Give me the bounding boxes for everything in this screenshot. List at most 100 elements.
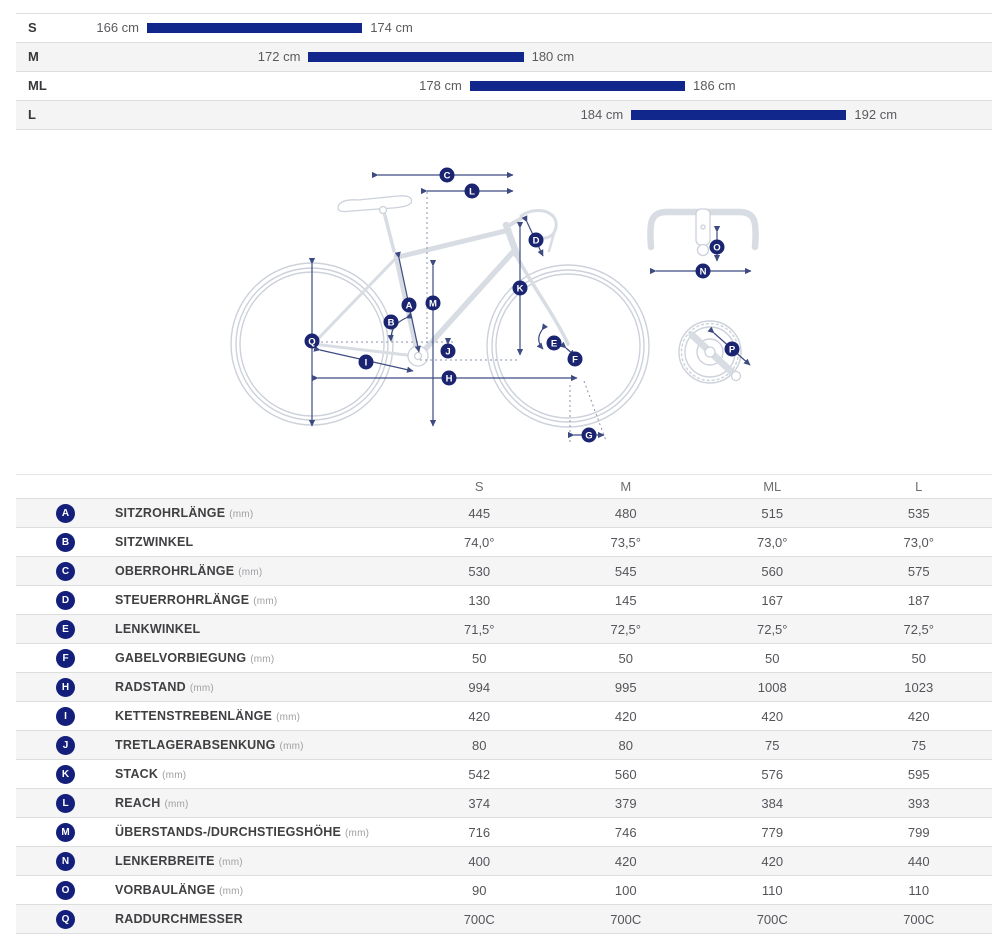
- value-l: 393: [907, 795, 930, 811]
- row-badge-cell: Q: [16, 909, 115, 929]
- value-ml: 420: [761, 708, 784, 724]
- measure-badge-i: I: [358, 354, 374, 370]
- row-label-cell: SITZWINKEL: [115, 535, 406, 549]
- value-m: 480: [614, 505, 637, 521]
- table-row-k: K STACK (mm) 542 560 576 595: [16, 759, 992, 788]
- value-l: 187: [907, 592, 930, 608]
- measure-badge-e: E: [546, 335, 562, 351]
- row-label-cell: LENKWINKEL: [115, 622, 406, 636]
- row-letter-badge: O: [56, 880, 75, 900]
- measure-unit: (mm): [219, 886, 244, 897]
- row-label-cell: STACK (mm): [115, 767, 406, 781]
- value-ml: 110: [761, 882, 783, 898]
- value-ml: 73,0°: [756, 534, 788, 550]
- measure-badge-j: J: [440, 343, 456, 359]
- row-letter-badge: I: [56, 706, 75, 726]
- row-badge-cell: E: [16, 619, 115, 639]
- value-ml: 167: [761, 592, 784, 608]
- row-badge-cell: A: [16, 503, 115, 523]
- handlebar-top-view: [647, 208, 759, 257]
- value-m: 700C: [610, 911, 642, 927]
- value-ml: 1008: [757, 679, 787, 695]
- svg-text:H: H: [446, 374, 453, 385]
- svg-text:L: L: [469, 187, 475, 198]
- value-l: 575: [907, 563, 930, 579]
- measure-unit: (mm): [238, 567, 263, 578]
- measure-badge-l: L: [464, 183, 480, 199]
- measure-name: STACK: [115, 767, 159, 781]
- value-m: 560: [614, 766, 637, 782]
- row-badge-cell: C: [16, 561, 115, 581]
- svg-text:D: D: [533, 236, 540, 247]
- height-min-label: 166 cm: [96, 20, 139, 35]
- height-min-label: 172 cm: [257, 49, 301, 64]
- svg-text:M: M: [429, 299, 437, 310]
- value-ml: 560: [761, 563, 784, 579]
- row-label-cell: OBERROHRLÄNGE (mm): [115, 564, 406, 578]
- height-min-label: 178 cm: [419, 78, 462, 93]
- measure-name: TRETLAGERABSENKUNG: [115, 738, 276, 752]
- height-range-bar: [147, 23, 363, 33]
- value-l: 440: [907, 853, 930, 869]
- row-label-cell: TRETLAGERABSENKUNG (mm): [115, 738, 406, 752]
- table-row-e: E LENKWINKEL 71,5° 72,5° 72,5° 72,5°: [16, 614, 992, 643]
- row-label-cell: RADDURCHMESSER: [115, 912, 406, 926]
- measure-name: LENKWINKEL: [115, 622, 201, 636]
- size-row-ml: ML 178 cm 186 cm: [16, 71, 992, 100]
- row-letter-badge: N: [56, 851, 75, 871]
- value-l: 72,5°: [903, 621, 934, 637]
- value-l: 75: [911, 737, 926, 753]
- value-m: 746: [614, 824, 637, 840]
- value-m: 420: [614, 853, 637, 869]
- measure-unit: (mm): [345, 828, 370, 839]
- size-row-m: M 172 cm 180 cm: [16, 42, 992, 71]
- measure-name: STEUERROHRLÄNGE: [115, 593, 250, 607]
- table-row-m: M ÜBERSTANDS-/DURCHSTIEGSHÖHE (mm) 716 746 77…: [16, 817, 992, 846]
- height-max-label: 180 cm: [531, 49, 575, 64]
- svg-text:B: B: [388, 318, 395, 329]
- value-s: 700C: [463, 911, 495, 927]
- row-badge-cell: H: [16, 677, 115, 697]
- row-letter-badge: A: [56, 503, 75, 523]
- svg-text:K: K: [517, 284, 524, 295]
- value-ml: 700C: [756, 911, 788, 927]
- value-l: 50: [911, 650, 926, 666]
- value-s: 420: [468, 708, 491, 724]
- height-max-label: 192 cm: [854, 107, 898, 122]
- value-l: 595: [907, 766, 930, 782]
- value-m: 72,5°: [610, 621, 641, 637]
- measure-name: LENKERBREITE: [115, 854, 215, 868]
- row-label-cell: REACH (mm): [115, 796, 406, 810]
- value-s: 374: [468, 795, 491, 811]
- measure-badge-k: K: [512, 280, 528, 296]
- row-badge-cell: N: [16, 851, 115, 871]
- size-label: M: [28, 49, 39, 64]
- row-letter-badge: J: [56, 735, 75, 755]
- row-letter-badge: F: [56, 648, 75, 668]
- table-row-i: I KETTENSTREBENLÄNGE (mm) 420 420 420 420: [16, 701, 992, 730]
- geometry-diagram: C L D A B M K E F J Q I H G O N P: [230, 167, 759, 443]
- row-badge-cell: L: [16, 793, 115, 813]
- row-label-cell: KETTENSTREBENLÄNGE (mm): [115, 709, 406, 723]
- value-s: 716: [468, 824, 491, 840]
- measure-unit: (mm): [162, 770, 187, 781]
- svg-text:Q: Q: [308, 337, 315, 348]
- size-label: ML: [28, 78, 47, 93]
- value-l: 420: [907, 708, 930, 724]
- svg-text:J: J: [445, 347, 450, 358]
- size-row-s: S 166 cm 174 cm: [16, 13, 992, 42]
- value-s: 542: [468, 766, 491, 782]
- value-m: 50: [618, 650, 633, 666]
- measure-unit: (mm): [279, 741, 304, 752]
- value-ml: 50: [765, 650, 780, 666]
- measure-name: REACH: [115, 796, 161, 810]
- value-m: 73,5°: [610, 534, 641, 550]
- value-l: 700C: [903, 911, 935, 927]
- svg-text:O: O: [713, 243, 720, 254]
- row-letter-badge: K: [56, 764, 75, 784]
- table-row-h: H RADSTAND (mm) 994 995 1008 1023: [16, 672, 992, 701]
- table-row-q: Q RADDURCHMESSER 700C 700C 700C 700C: [16, 904, 992, 934]
- value-m: 545: [614, 563, 637, 579]
- height-min-label: 184 cm: [580, 107, 624, 122]
